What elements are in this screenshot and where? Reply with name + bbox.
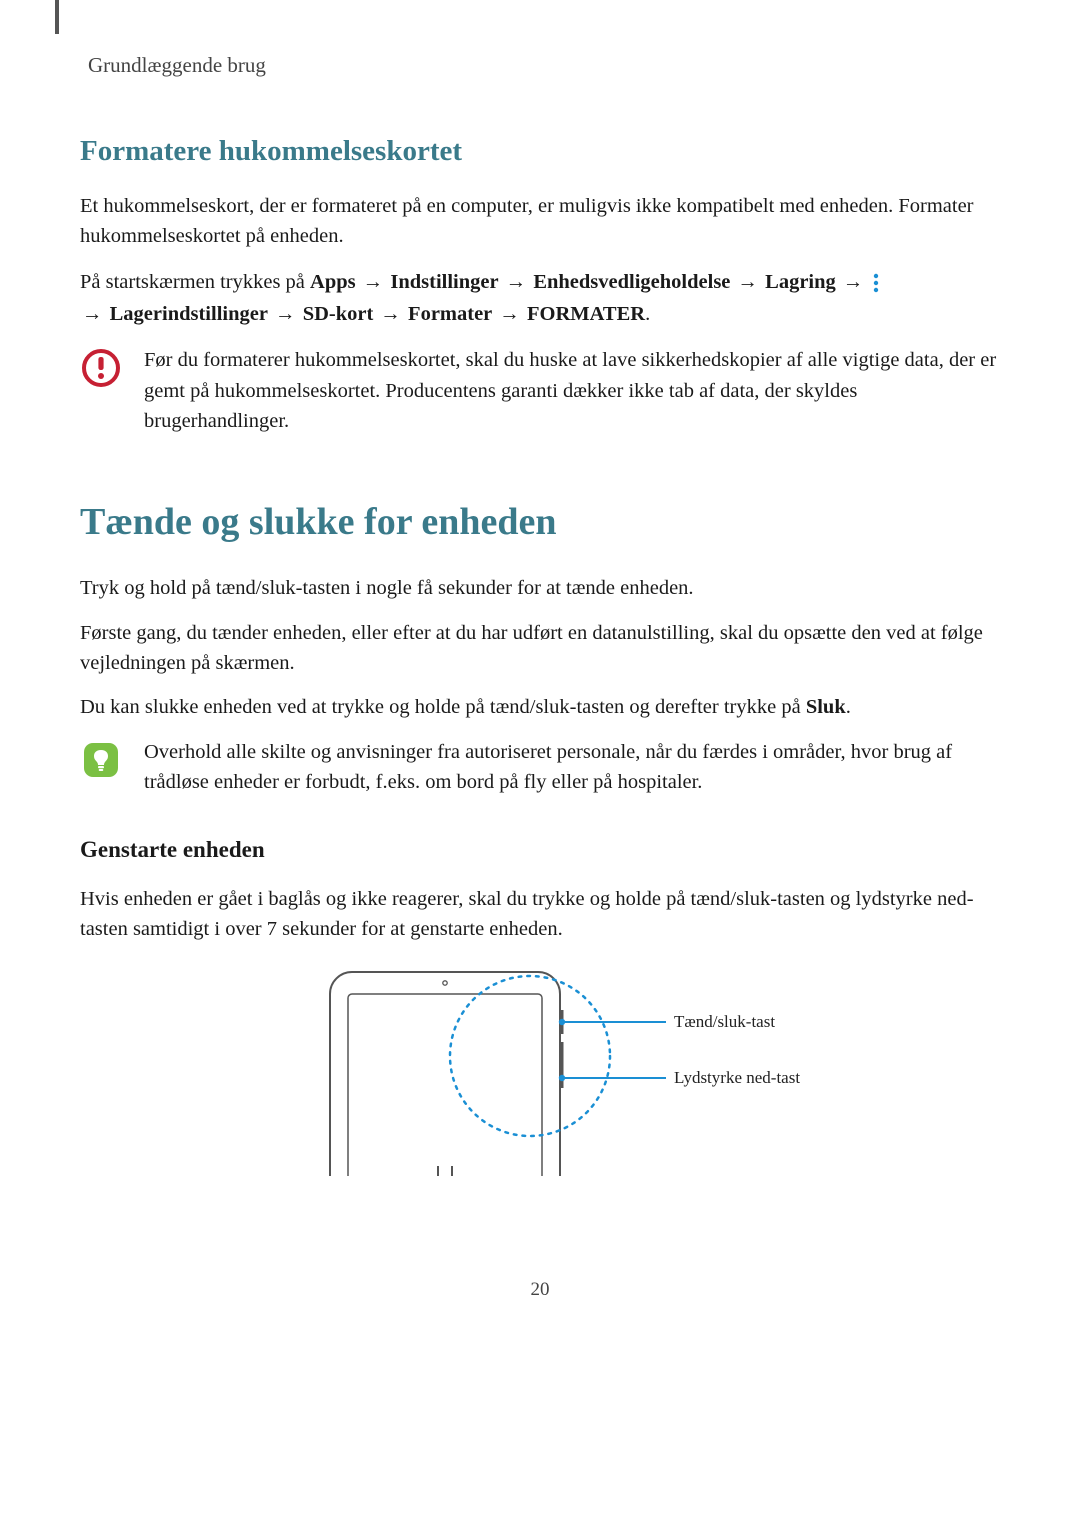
note-callout: Overhold alle skilte og anvisninger fra … (80, 737, 1000, 798)
path-item: Apps (310, 271, 356, 293)
arrow-icon: → (380, 303, 401, 325)
paragraph: Tryk og hold på tænd/sluk-tasten i nogle… (80, 573, 1000, 603)
header-corner-mark (55, 0, 59, 34)
arrow-icon: → (363, 271, 384, 293)
warning-icon (80, 347, 122, 397)
arrow-icon: → (82, 303, 103, 325)
arrow-icon: → (275, 303, 296, 325)
text: . (846, 696, 851, 718)
page-content: Grundlæggende brug Formatere hukommelses… (0, 0, 1080, 1236)
warning-text: Før du formaterer hukommelseskortet, ska… (144, 345, 1000, 436)
arrow-icon: → (499, 303, 520, 325)
section-title-power: Tænde og slukke for enheden (80, 494, 1000, 551)
path-item: Formater (408, 303, 492, 325)
section-title-format-card: Formatere hukommelseskortet (80, 130, 1000, 174)
figure-label-power: Tænd/sluk-tast (674, 1012, 775, 1031)
paragraph: Et hukommelseskort, der er formateret på… (80, 191, 1000, 252)
text-bold: Sluk (806, 696, 846, 718)
page-number: 20 (0, 1276, 1080, 1305)
more-options-icon (871, 272, 881, 294)
warning-callout: Før du formaterer hukommelseskortet, ska… (80, 345, 1000, 436)
arrow-icon: → (506, 271, 527, 293)
arrow-icon: → (738, 271, 759, 293)
path-item: FORMATER (527, 303, 645, 325)
device-figure: Tænd/sluk-tast Lydstyrke ned-tast (80, 966, 1000, 1176)
breadcrumb: Grundlæggende brug (88, 50, 1000, 82)
path-item: Indstillinger (390, 271, 498, 293)
path-item: Enhedsvedligeholdelse (533, 271, 730, 293)
path-item: SD-kort (303, 303, 374, 325)
note-text: Overhold alle skilte og anvisninger fra … (144, 737, 1000, 798)
text: Du kan slukke enheden ved at trykke og h… (80, 696, 806, 718)
navigation-path: På startskærmen trykkes på Apps → Indsti… (80, 266, 1000, 332)
paragraph: Hvis enheden er gået i baglås og ikke re… (80, 884, 1000, 945)
path-prefix: På startskærmen trykkes på (80, 271, 310, 293)
paragraph: Du kan slukke enheden ved at trykke og h… (80, 692, 1000, 722)
path-item: Lagerindstillinger (110, 303, 268, 325)
subsection-restart: Genstarte enheden (80, 833, 1000, 868)
paragraph: Første gang, du tænder enheden, eller ef… (80, 618, 1000, 679)
note-icon (80, 739, 122, 789)
figure-label-voldown: Lydstyrke ned-tast (674, 1068, 800, 1087)
path-item: Lagring (765, 271, 836, 293)
arrow-icon: → (843, 271, 864, 293)
